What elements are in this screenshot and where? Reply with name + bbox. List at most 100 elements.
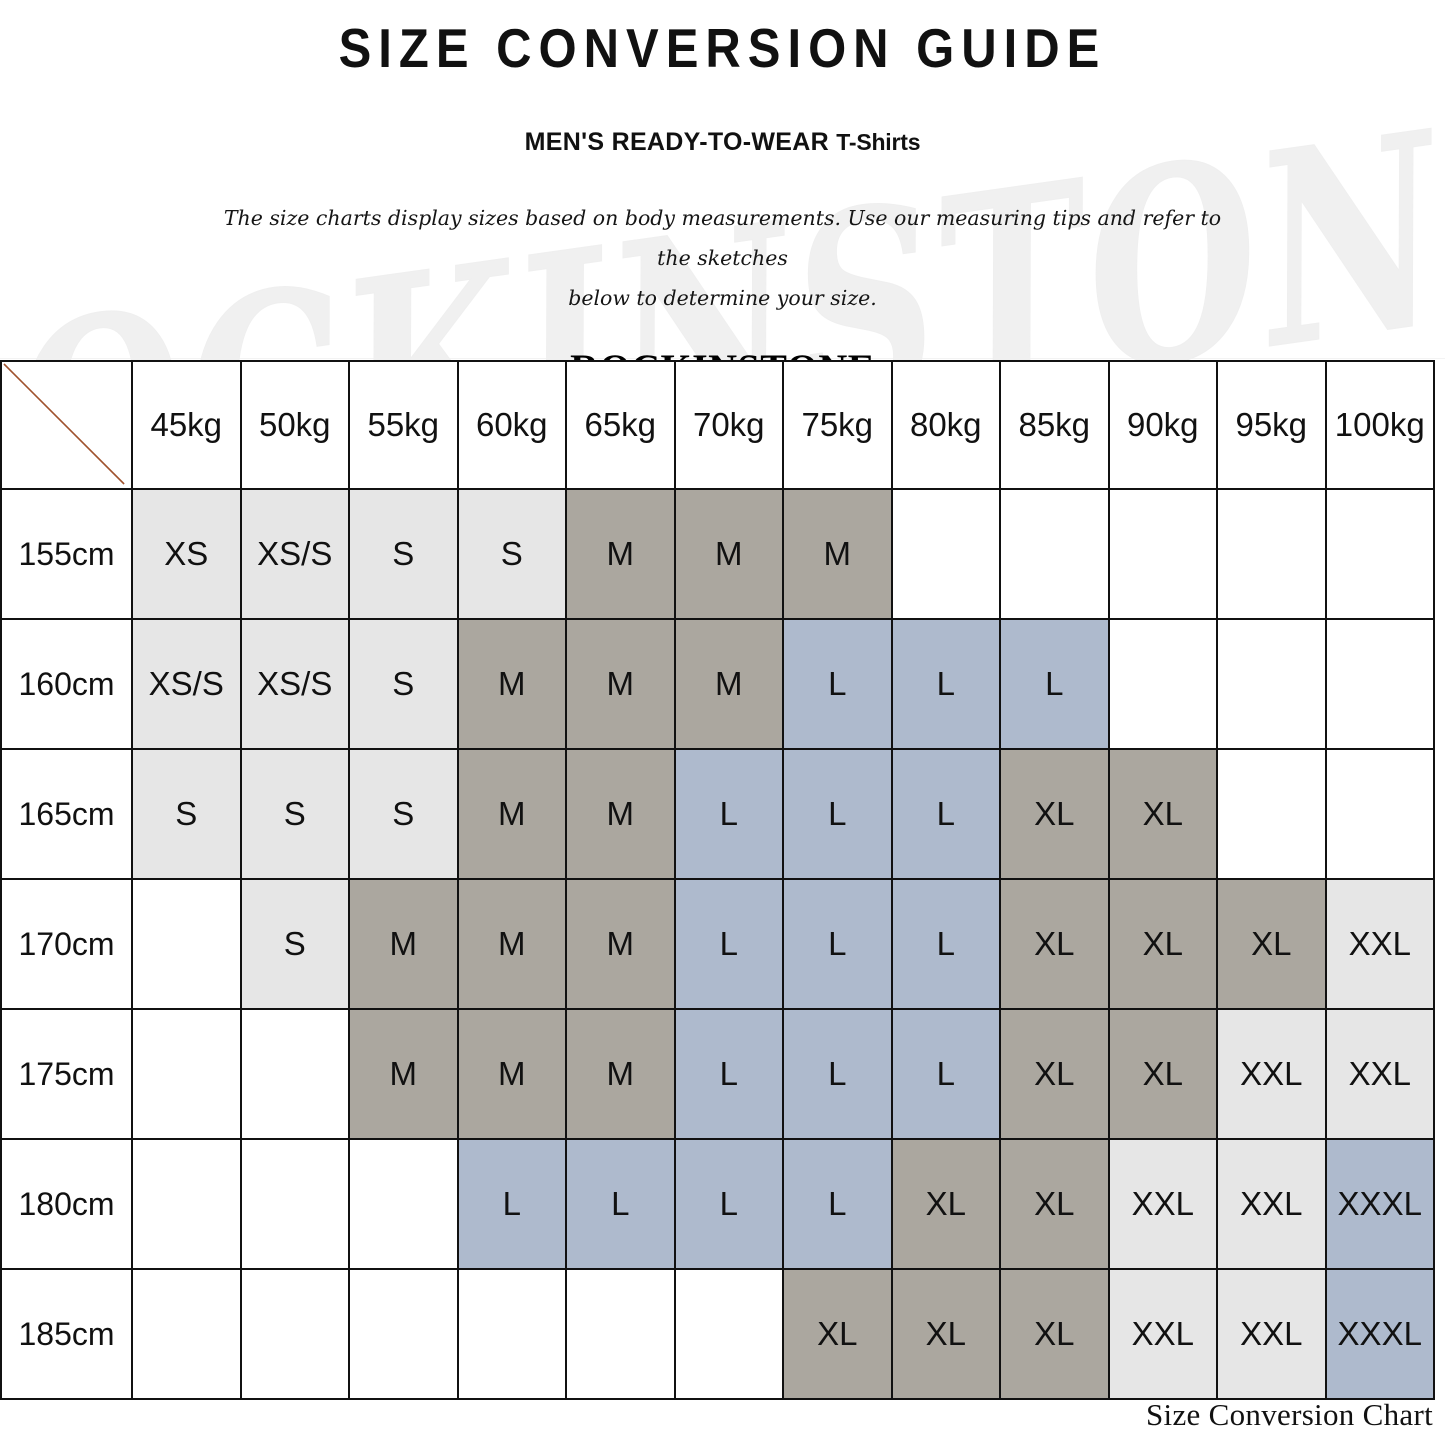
size-cell: S [239, 878, 350, 1010]
size-cell: XL [999, 1008, 1110, 1140]
weight-header-60kg: 60kg [456, 360, 567, 490]
empty-cell [131, 1008, 242, 1140]
intro-line-1: The size charts display sizes based on b… [223, 206, 1222, 270]
weight-header-55kg: 55kg [348, 360, 459, 490]
size-cell: M [456, 878, 567, 1010]
empty-cell [1324, 748, 1435, 880]
size-cell: L [782, 618, 893, 750]
empty-cell [1107, 488, 1218, 620]
size-cell: XXL [1324, 1008, 1435, 1140]
table-body: 155cm XS XS/S S S M M M 160cm XS/S XS/S S M M M L L L 165c… [0, 488, 1435, 1400]
empty-cell [456, 1268, 567, 1400]
size-cell: L [782, 748, 893, 880]
size-cell: S [239, 748, 350, 880]
size-cell: XXL [1216, 1138, 1327, 1270]
height-label-170cm: 170cm [0, 878, 133, 1010]
weight-header-75kg: 75kg [782, 360, 893, 490]
chart-caption: Size Conversion Chart [1146, 1397, 1433, 1432]
height-label-160cm: 160cm [0, 618, 133, 750]
table-row: 180cm L L L L XL XL XXL XXL XXXL [0, 1138, 1435, 1270]
size-cell: L [673, 878, 784, 1010]
size-cell: S [456, 488, 567, 620]
size-cell: M [456, 1008, 567, 1140]
size-cell: XL [999, 878, 1110, 1010]
size-cell: XXXL [1324, 1268, 1435, 1400]
weight-header-95kg: 95kg [1216, 360, 1327, 490]
page-subtitle: MEN'S READY-TO-WEAR T-Shirts [0, 128, 1445, 157]
size-cell: L [565, 1138, 676, 1270]
subtitle-category: MEN'S READY-TO-WEAR [524, 128, 829, 156]
size-cell: XS [131, 488, 242, 620]
size-cell: S [348, 618, 459, 750]
empty-cell [1107, 618, 1218, 750]
size-cell: M [565, 878, 676, 1010]
size-cell: XL [890, 1138, 1001, 1270]
size-cell: XXL [1107, 1268, 1218, 1400]
page-title: SIZE CONVERSION GUIDE [338, 19, 1107, 80]
size-cell: XXXL [1324, 1138, 1435, 1270]
size-cell: L [673, 748, 784, 880]
table-head: 45kg 50kg 55kg 60kg 65kg 70kg 75kg 80kg 85kg 90kg… [0, 360, 1435, 490]
empty-cell [348, 1268, 459, 1400]
size-cell: M [673, 618, 784, 750]
empty-cell [1216, 488, 1327, 620]
size-cell: L [456, 1138, 567, 1270]
empty-cell [239, 1268, 350, 1400]
weight-header-70kg: 70kg [673, 360, 784, 490]
size-cell: S [131, 748, 242, 880]
size-cell: XL [999, 748, 1110, 880]
weight-header-100kg: 100kg [1324, 360, 1435, 490]
size-cell: M [782, 488, 893, 620]
size-cell: XL [999, 1268, 1110, 1400]
size-cell: M [673, 488, 784, 620]
size-cell: L [890, 618, 1001, 750]
table-row: 165cm S S S M M L L L XL XL [0, 748, 1435, 880]
empty-cell [1216, 618, 1327, 750]
empty-cell [131, 878, 242, 1010]
size-conversion-table: 45kg 50kg 55kg 60kg 65kg 70kg 75kg 80kg 85kg 90kg… [0, 360, 1435, 1400]
empty-cell [1324, 488, 1435, 620]
empty-cell [131, 1138, 242, 1270]
table-row: 175cm M M M L L L XL XL XXL XXL [0, 1008, 1435, 1140]
size-cell: XL [1107, 748, 1218, 880]
height-label-175cm: 175cm [0, 1008, 133, 1140]
size-cell: XL [890, 1268, 1001, 1400]
size-cell: L [999, 618, 1110, 750]
empty-cell [131, 1268, 242, 1400]
empty-cell [999, 488, 1110, 620]
size-cell: M [456, 618, 567, 750]
weight-header-45kg: 45kg [131, 360, 242, 490]
weight-header-85kg: 85kg [999, 360, 1110, 490]
size-cell: XL [1107, 878, 1218, 1010]
size-cell: XL [782, 1268, 893, 1400]
height-label-165cm: 165cm [0, 748, 133, 880]
intro-text: The size charts display sizes based on b… [218, 199, 1228, 319]
size-cell: XS/S [239, 488, 350, 620]
size-cell: L [890, 748, 1001, 880]
table-row: 185cm XL XL XL XXL XXL XXXL [0, 1268, 1435, 1400]
size-cell: L [782, 1138, 893, 1270]
size-cell: XXL [1216, 1268, 1327, 1400]
weight-header-90kg: 90kg [1107, 360, 1218, 490]
empty-cell [1216, 748, 1327, 880]
subtitle-product: T-Shirts [836, 129, 921, 155]
size-chart-container: 45kg 50kg 55kg 60kg 65kg 70kg 75kg 80kg 85kg 90kg… [0, 360, 1435, 1400]
axis-corner-cell [0, 360, 133, 490]
empty-cell [348, 1138, 459, 1270]
size-cell: XXL [1324, 878, 1435, 1010]
empty-cell [565, 1268, 676, 1400]
weight-header-80kg: 80kg [890, 360, 1001, 490]
height-label-185cm: 185cm [0, 1268, 133, 1400]
size-cell: XXL [1216, 1008, 1327, 1140]
size-cell: XL [1107, 1008, 1218, 1140]
size-cell: S [348, 748, 459, 880]
size-cell: XXL [1107, 1138, 1218, 1270]
size-cell: XL [1216, 878, 1327, 1010]
diagonal-divider-icon [3, 363, 125, 485]
intro-line-2: below to determine your size. [568, 285, 877, 310]
size-cell: M [565, 618, 676, 750]
size-cell: L [673, 1008, 784, 1140]
height-label-180cm: 180cm [0, 1138, 133, 1270]
height-label-155cm: 155cm [0, 488, 133, 620]
